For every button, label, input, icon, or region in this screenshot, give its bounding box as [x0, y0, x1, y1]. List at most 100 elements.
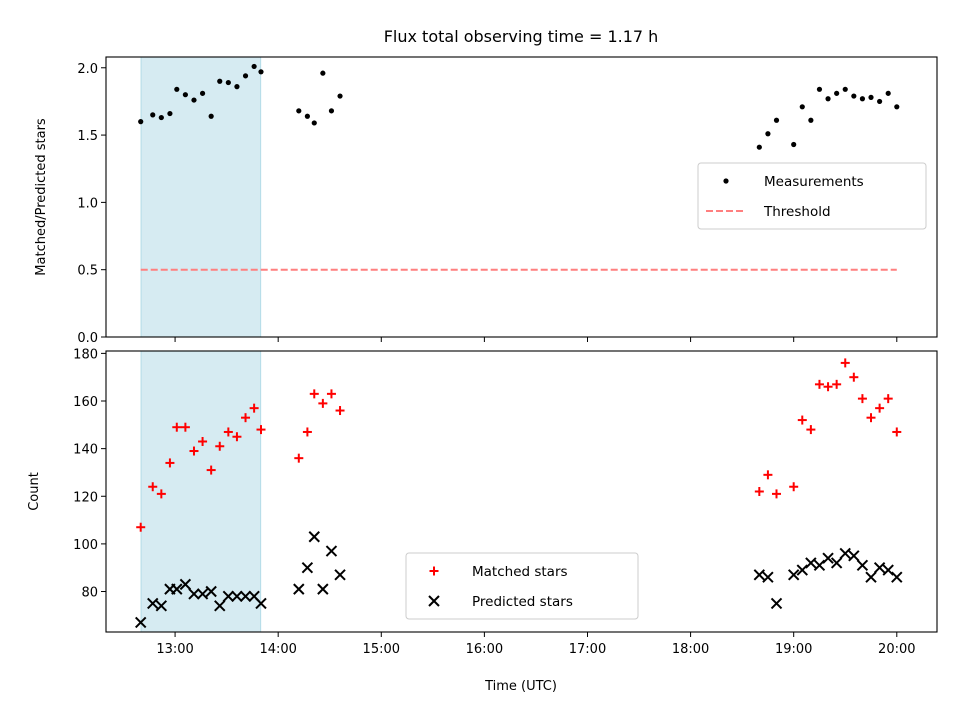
data-point-dot [304, 113, 310, 119]
data-point-dot [773, 117, 780, 123]
data-point-plus [215, 441, 225, 451]
x-tick-label: 18:00 [672, 642, 709, 657]
data-point-x-b [325, 545, 338, 557]
data-point-dot [182, 92, 188, 98]
data-point-dot [756, 144, 762, 150]
y-tick-label: 120 [73, 490, 98, 505]
legend-marker [723, 178, 729, 184]
axes-frame [105, 350, 938, 633]
data-point-x [753, 569, 766, 581]
data-point-plus [189, 446, 199, 456]
data-point-x [813, 559, 826, 572]
data-point-x-b [222, 590, 235, 602]
data-point-dot [765, 131, 771, 137]
data-point-dot [816, 86, 823, 92]
data-point-plus [206, 465, 216, 475]
highlight-span [140, 350, 262, 633]
x-tick-label: 16:00 [466, 642, 503, 657]
y-tick-label: 1.0 [77, 196, 98, 211]
data-point-x-b [787, 569, 800, 581]
data-point-x [334, 569, 346, 581]
data-point-dot [868, 94, 874, 100]
y-tick-label: 80 [81, 586, 98, 601]
data-point-x [770, 597, 783, 610]
data-point-plus [883, 394, 893, 404]
legend-label: Measurements [764, 174, 864, 190]
data-point-plus [309, 389, 319, 399]
data-point-x [325, 545, 338, 557]
data-point-x [255, 597, 267, 610]
data-point-x [231, 590, 243, 602]
y-tick-label: 140 [73, 443, 98, 458]
data-point-x-b [255, 597, 267, 610]
data-point-plus [198, 436, 208, 446]
data-point-x [856, 559, 869, 572]
ratio-panel: 0.0 0.5 1.0 1.5 2.0 Matched/Predicted stars Me… [34, 56, 938, 346]
data-point-plus [892, 427, 902, 437]
data-point-plus [180, 422, 190, 432]
data-point-plus [302, 427, 312, 437]
data-point-dot [894, 104, 900, 110]
y-tick-label: 160 [73, 395, 98, 410]
y-tick-label: 1.5 [77, 129, 98, 144]
data-point-x [239, 590, 252, 602]
x-tick-label: 20:00 [878, 642, 915, 657]
series-measurements [138, 63, 900, 150]
data-point-plus [866, 413, 876, 423]
data-point-x [214, 600, 226, 612]
data-point-x-b [317, 583, 329, 595]
data-point-dot [251, 63, 257, 70]
data-point-plus [294, 453, 304, 463]
data-point-x-b [334, 569, 346, 581]
legend-label: Predicted stars [472, 594, 573, 610]
x-tick-label: 17:00 [569, 642, 606, 657]
data-point-x-b [873, 561, 886, 574]
data-point-x [147, 597, 159, 610]
y-axis-label: Count [27, 472, 42, 511]
data-point-plus [754, 487, 764, 496]
data-point-plus [172, 422, 182, 432]
data-point-plus [814, 379, 824, 389]
data-point-x [822, 552, 834, 564]
data-point-plus [148, 482, 158, 492]
data-point-plus [326, 389, 336, 399]
data-point-plus [136, 522, 146, 532]
data-point-x [301, 561, 314, 574]
data-point-dot [877, 98, 883, 105]
data-point-dot [311, 120, 317, 126]
data-point-dot [791, 141, 797, 148]
data-point-x-b [813, 559, 826, 572]
data-point-plus [241, 413, 251, 423]
data-point-x-b [805, 557, 817, 569]
data-point-x-b [770, 597, 783, 610]
data-point-plus [763, 470, 773, 480]
legend: Matched stars Predicted stars [405, 552, 639, 620]
data-point-x-b [839, 547, 851, 560]
data-point-dot [158, 114, 164, 121]
data-point-dot [199, 90, 206, 96]
legend-marker [428, 595, 440, 607]
data-point-x [308, 531, 320, 543]
data-point-plus [335, 406, 345, 416]
data-point-x-b [155, 600, 168, 612]
data-point-dot [208, 113, 214, 119]
data-point-dot [320, 70, 326, 76]
y-tick-label: 2.0 [77, 62, 98, 77]
data-point-dot [337, 93, 343, 99]
data-point-x-b [891, 571, 903, 583]
data-point-plus [857, 394, 867, 404]
data-point-dot [296, 108, 302, 114]
data-point-plus [232, 432, 242, 442]
data-point-x [317, 583, 329, 595]
data-point-x [293, 583, 305, 595]
data-point-dot [138, 119, 144, 125]
x-axis-label: Time (UTC) [484, 679, 557, 694]
x-tick-label: 19:00 [775, 642, 812, 657]
data-point-x [873, 561, 886, 574]
data-point-x [805, 557, 817, 569]
legend-box [697, 162, 927, 230]
data-point-dot [167, 110, 173, 117]
data-point-x-b [205, 585, 217, 598]
data-point-x-b [171, 583, 183, 595]
data-point-x [135, 616, 147, 629]
